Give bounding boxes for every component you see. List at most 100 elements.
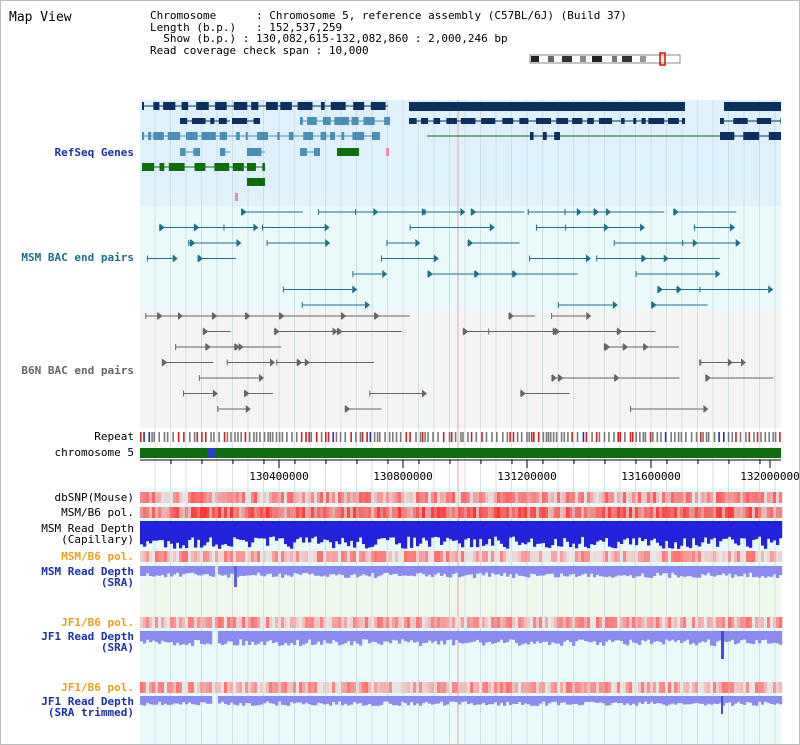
track-label-msm-b6-pol-1[interactable]: MSM/B6 pol. <box>61 506 134 519</box>
repeat-element <box>526 432 528 442</box>
polymorphism-bin <box>311 682 315 693</box>
track-label-dbsnp[interactable]: dbSNP(Mouse) <box>54 491 134 504</box>
label-line: (Capillary) <box>61 533 134 546</box>
read-depth-bin <box>308 521 312 543</box>
polymorphism-bin <box>578 682 582 693</box>
polymorphism-bin <box>500 551 504 562</box>
coverage-value: 10,000 <box>328 43 369 57</box>
polymorphism-bin <box>452 617 456 628</box>
polymorphism-bin <box>320 551 324 562</box>
repeat-element <box>355 432 357 442</box>
track-label-msm-bac[interactable]: MSM BAC end pairs <box>21 251 134 264</box>
track-label-msm-depth-cap[interactable]: MSM Read Depth (Capillary) <box>41 523 134 545</box>
polymorphism-bin <box>380 682 384 693</box>
track-label-chromosome[interactable]: chromosome 5 <box>54 446 134 459</box>
read-depth-bin <box>362 521 366 545</box>
gene-exon <box>322 117 331 125</box>
gene-exon <box>180 118 188 124</box>
track-label-msm-depth-sra[interactable]: MSM Read Depth (SRA) <box>41 566 134 588</box>
polymorphism-bin <box>203 507 207 518</box>
polymorphism-bin <box>449 682 453 693</box>
read-depth-bin <box>722 696 726 706</box>
track-label-msm-b6-pol-2[interactable]: MSM/B6 pol. <box>61 550 134 563</box>
axis-tick-label: 131600000 <box>621 470 681 483</box>
track-label-jf1-depth-trim[interactable]: JF1 Read Depth (SRA trimmed) <box>41 696 134 718</box>
bac-end-arrow <box>198 254 204 263</box>
polymorphism-bin <box>551 617 555 628</box>
read-depth-bin <box>260 696 264 705</box>
polymorphism-bin <box>284 492 288 503</box>
polymorphism-bin <box>470 617 474 628</box>
polymorphism-bin <box>497 551 501 562</box>
polymorphism-bin <box>251 492 255 503</box>
read-depth-bin <box>506 521 510 549</box>
polymorphism-bin <box>776 507 780 518</box>
polymorphism-bin <box>647 617 651 628</box>
read-depth-bin <box>281 631 285 646</box>
polymorphism-bin <box>473 507 477 518</box>
polymorphism-bin <box>509 551 513 562</box>
polymorphism-bin <box>155 682 159 693</box>
polymorphism-bin <box>722 492 726 503</box>
chromosome-ideogram[interactable] <box>528 52 684 66</box>
polymorphism-bin <box>200 551 204 562</box>
track-label-b6n-bac[interactable]: B6N BAC end pairs <box>21 364 134 377</box>
polymorphism-bin <box>641 551 645 562</box>
bac-end-arrow <box>463 327 469 336</box>
read-depth-bin <box>641 521 645 542</box>
read-depth-bin <box>746 631 750 644</box>
polymorphism-bin <box>590 551 594 562</box>
read-depth-bin <box>755 521 759 540</box>
polymorphism-bin <box>290 682 294 693</box>
polymorphism-bin <box>440 551 444 562</box>
track-label-jf1-b6-pol-1[interactable]: JF1/B6 pol. <box>61 616 134 629</box>
polymorphism-bin <box>257 682 261 693</box>
polymorphism-bin <box>683 492 687 503</box>
polymorphism-bin <box>599 492 603 503</box>
polymorphism-bin <box>392 682 396 693</box>
read-depth-bin <box>668 631 672 642</box>
polymorphism-bin <box>770 551 774 562</box>
polymorphism-bin <box>515 492 519 503</box>
read-depth-bin <box>536 521 540 544</box>
polymorphism-bin <box>524 617 528 628</box>
read-depth-bin <box>629 521 633 545</box>
polymorphism-bin <box>614 551 618 562</box>
read-depth-bin <box>236 521 240 540</box>
read-depth-bin <box>272 696 276 704</box>
read-depth-bin <box>380 631 384 645</box>
read-depth-bin <box>161 631 165 641</box>
polymorphism-bin <box>197 617 201 628</box>
polymorphism-bin <box>704 492 708 503</box>
polymorphism-bin <box>365 507 369 518</box>
repeat-element <box>649 432 652 442</box>
read-depth-bin <box>650 521 654 541</box>
gene-exon <box>780 118 781 124</box>
read-depth-bin <box>410 566 414 576</box>
track-label-repeat[interactable]: Repeat <box>94 430 134 443</box>
polymorphism-bin <box>722 507 726 518</box>
polymorphism-bin <box>749 617 753 628</box>
read-depth-bin <box>632 521 636 539</box>
read-depth-bin <box>257 566 261 573</box>
polymorphism-bin <box>218 492 222 503</box>
polymorphism-bin <box>677 507 681 518</box>
polymorphism-bin <box>707 682 711 693</box>
read-depth-bin <box>446 566 450 577</box>
polymorphism-bin <box>419 492 423 503</box>
polymorphism-bin <box>332 507 336 518</box>
polymorphism-bin <box>263 617 267 628</box>
repeat-element <box>512 432 515 442</box>
polymorphism-bin <box>596 551 600 562</box>
read-depth-bin <box>374 631 378 643</box>
track-label-refseq[interactable]: RefSeq Genes <box>54 146 134 159</box>
polymorphism-bin <box>344 551 348 562</box>
polymorphism-bin <box>659 551 663 562</box>
track-label-jf1-b6-pol-2[interactable]: JF1/B6 pol. <box>61 681 134 694</box>
track-label-jf1-depth[interactable]: JF1 Read Depth (SRA) <box>41 631 134 653</box>
read-depth-bin <box>575 696 579 704</box>
read-depth-bin <box>689 521 693 549</box>
read-depth-bin <box>749 696 753 703</box>
bac-end-arrow <box>205 343 211 351</box>
